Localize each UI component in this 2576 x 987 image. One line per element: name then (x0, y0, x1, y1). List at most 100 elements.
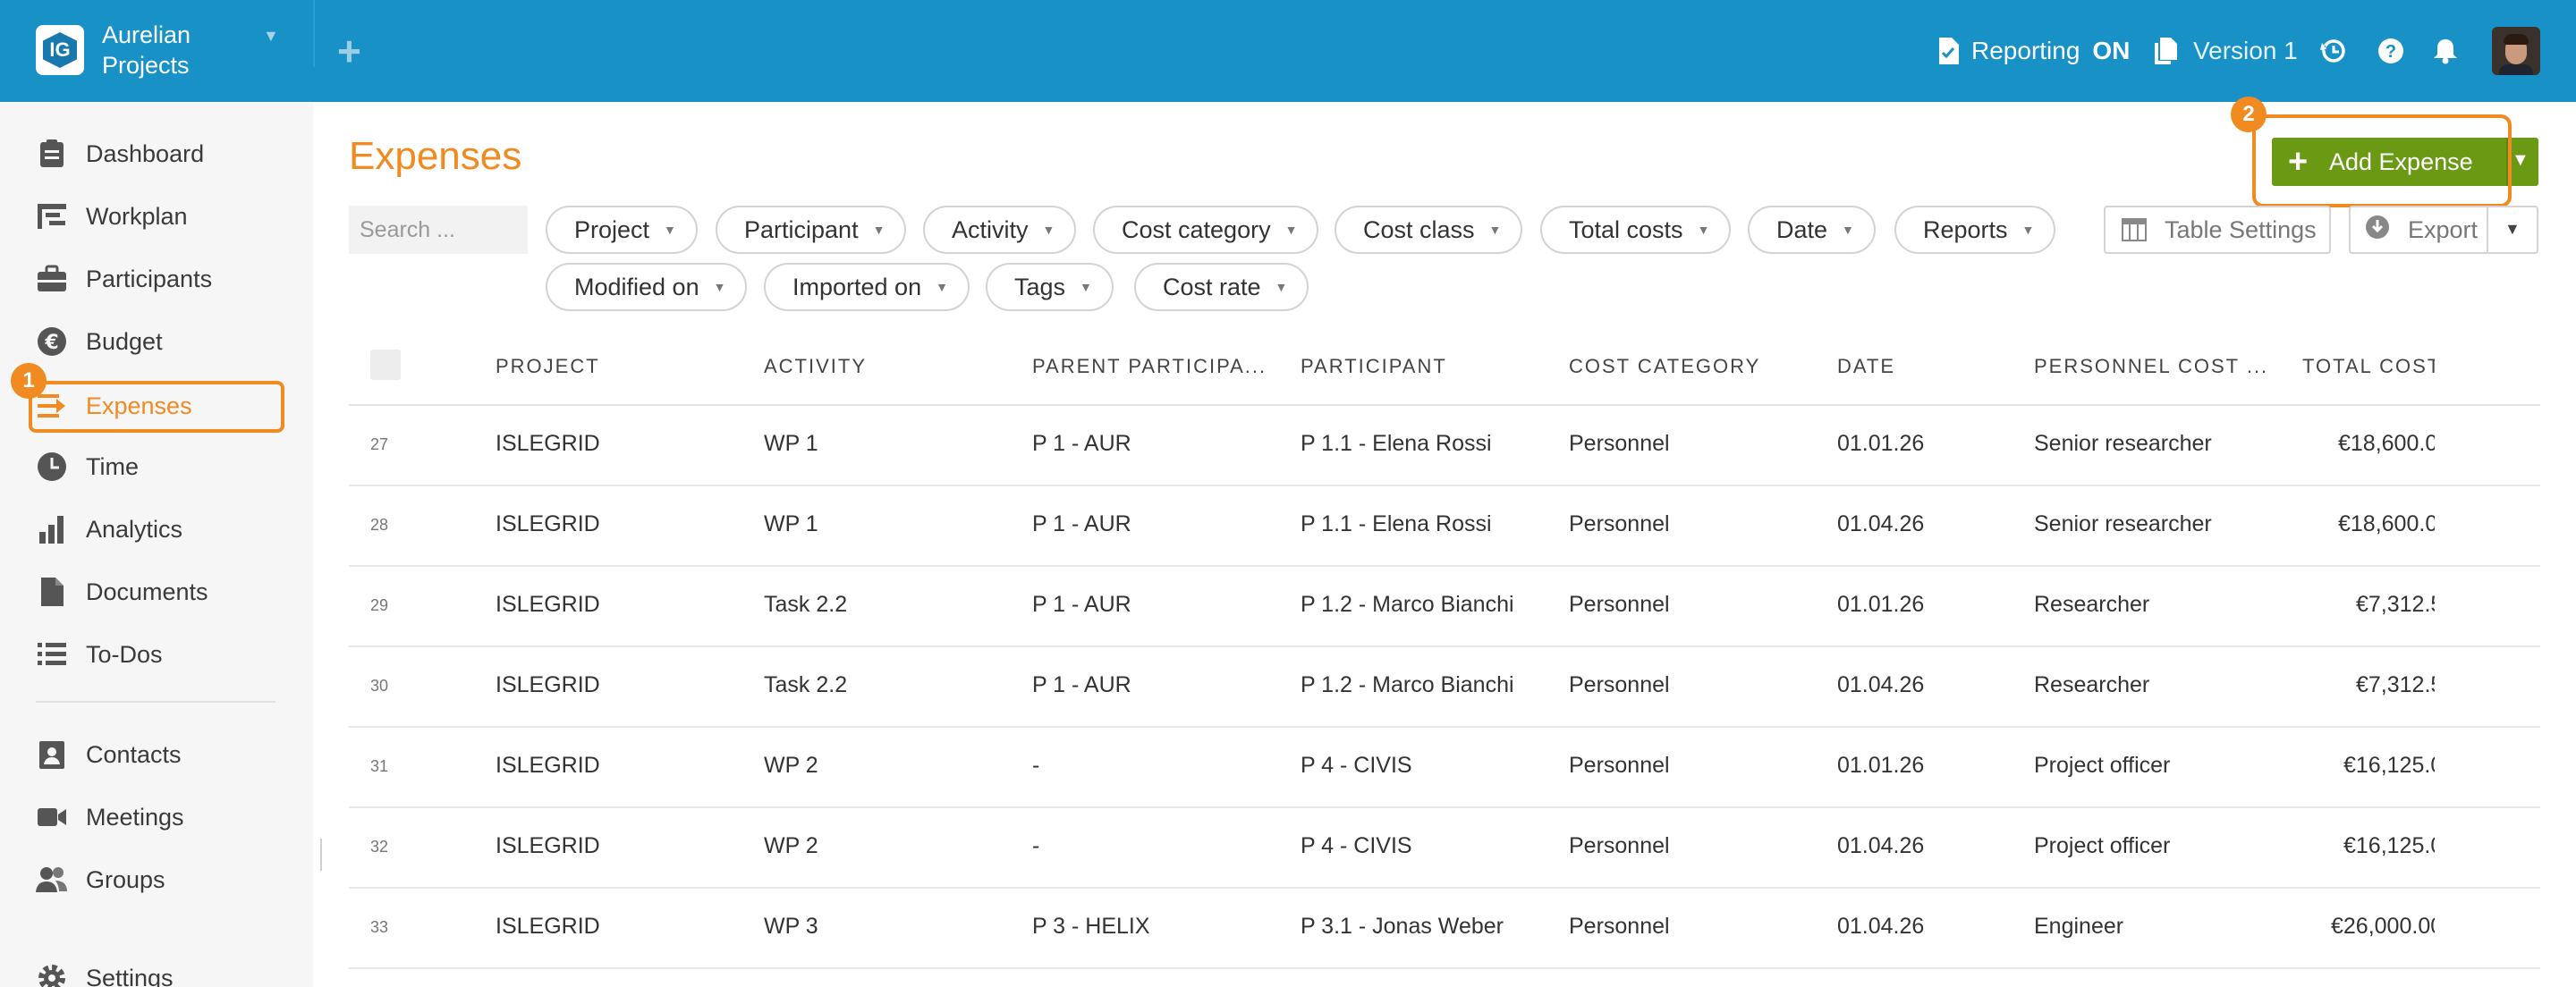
document-copy-icon (2155, 38, 2177, 64)
table-row[interactable]: 30 ISLEGRID Task 2.2 P 1 - AUR P 1.2 - M… (349, 647, 2435, 728)
table-row[interactable]: 32 ISLEGRID WP 2 - P 4 - CIVIS Personnel… (349, 808, 2435, 889)
table-row[interactable]: 28 ISLEGRID WP 1 P 1 - AUR P 1.1 - Elena… (349, 486, 2435, 567)
filter-project[interactable]: Project ▼ (546, 206, 698, 254)
sidebar-item-budget[interactable]: € Budget (36, 322, 163, 361)
caret-down-icon: ▼ (1275, 280, 1288, 294)
caret-down-icon: ▼ (1080, 280, 1092, 294)
filter-tags[interactable]: Tags ▼ (986, 263, 1114, 311)
cell-total-costs: €16,125.00 (2343, 833, 2435, 858)
chevron-down-icon[interactable]: ▼ (2504, 220, 2521, 238)
sidebar-item-analytics[interactable]: Analytics (36, 510, 182, 549)
add-expense-button[interactable]: + Add Expense ▼ (2272, 138, 2538, 186)
cell-cost-category: Personnel (1569, 753, 1670, 778)
sidebar-item-label: To-Dos (86, 640, 163, 668)
cell-participant: P 1.2 - Marco Bianchi (1301, 592, 1514, 617)
table-header-filler (2435, 331, 2540, 406)
notifications-button[interactable] (2433, 0, 2458, 102)
cell-parent-participant: - (1032, 753, 1040, 778)
table-viewport: PROJECT ACTIVITY PARENT PARTICIPA... PAR… (349, 331, 2435, 987)
org-logo[interactable]: IG (36, 25, 84, 75)
chevron-down-icon[interactable]: ▼ (263, 27, 279, 45)
reporting-state: ON (2092, 37, 2131, 64)
cell-project: ISLEGRID (496, 833, 600, 858)
history-button[interactable] (2320, 0, 2347, 102)
caret-down-icon: ▼ (1488, 223, 1502, 237)
budget-icon: € (36, 325, 68, 358)
plus-icon: + (2288, 143, 2309, 181)
caret-down-icon: ▼ (713, 280, 726, 294)
column-header-activity[interactable]: ACTIVITY (764, 355, 868, 377)
cell-activity: WP 2 (764, 833, 818, 858)
search-input[interactable] (349, 206, 528, 254)
column-header-cost-category[interactable]: COST CATEGORY (1569, 355, 1761, 377)
table-row[interactable]: 27 ISLEGRID WP 1 P 1 - AUR P 1.1 - Elena… (349, 406, 2435, 486)
cell-parent-participant: - (1032, 833, 1040, 858)
report-check-icon (1939, 38, 1959, 64)
cell-personnel-cost: Project officer (2034, 833, 2171, 858)
column-header-personnel-cost[interactable]: PERSONNEL COST ... (2034, 355, 2269, 377)
filter-imported-on[interactable]: Imported on ▼ (764, 263, 970, 311)
sidebar-item-documents[interactable]: Documents (36, 572, 208, 612)
chevron-down-icon[interactable]: ▼ (2512, 150, 2529, 170)
plus-icon[interactable]: + (337, 28, 361, 74)
expenses-icon (36, 390, 68, 422)
filter-reports[interactable]: Reports ▼ (1894, 206, 2056, 254)
sidebar-item-dashboard[interactable]: Dashboard (36, 134, 204, 173)
download-icon (2365, 215, 2390, 246)
avatar[interactable] (2492, 27, 2540, 75)
column-header-project[interactable]: PROJECT (496, 355, 600, 377)
caret-down-icon: ▼ (1842, 223, 1854, 237)
table-row[interactable]: 33 ISLEGRID WP 3 P 3 - HELIX P 3.1 - Jon… (349, 889, 2435, 969)
sidebar-item-expenses[interactable]: Expenses (36, 386, 192, 426)
help-button[interactable]: ? (2377, 0, 2404, 102)
cell-cost-category: Personnel (1569, 833, 1670, 858)
filter-modified-on[interactable]: Modified on ▼ (546, 263, 748, 311)
filter-cost-class[interactable]: Cost class ▼ (1335, 206, 1523, 254)
org-name[interactable]: Aurelian Projects (102, 21, 191, 79)
caret-down-icon: ▼ (936, 280, 948, 294)
table-row[interactable]: 29 ISLEGRID Task 2.2 P 1 - AUR P 1.2 - M… (349, 567, 2435, 647)
column-header-participant[interactable]: PARTICIPANT (1301, 355, 1447, 377)
sidebar-item-label: Expenses (86, 392, 192, 419)
cell-parent-participant: P 1 - AUR (1032, 672, 1131, 697)
sidebar-item-meetings[interactable]: Meetings (36, 797, 184, 837)
column-header-date[interactable]: DATE (1837, 355, 1896, 377)
row-number: 30 (370, 677, 389, 695)
row-number: 29 (370, 596, 389, 614)
table-settings-button[interactable]: Table Settings (2104, 206, 2331, 254)
sidebar-item-groups[interactable]: Groups (36, 860, 165, 899)
filter-participant[interactable]: Participant ▼ (716, 206, 907, 254)
svg-text:€: € (44, 332, 58, 354)
sidebar-item-workplan[interactable]: Workplan (36, 197, 188, 236)
reporting-toggle[interactable]: Reporting ON (1937, 0, 2130, 102)
sidebar-item-label: Workplan (86, 202, 188, 230)
cell-project: ISLEGRID (496, 511, 600, 536)
cell-date: 01.04.26 (1837, 914, 1925, 939)
column-header-total-costs[interactable]: TOTAL COSTS (2302, 355, 2435, 377)
select-all-checkbox[interactable] (370, 350, 401, 380)
sidebar-item-time[interactable]: Time (36, 447, 139, 486)
caret-down-icon: ▼ (1042, 223, 1055, 237)
cell-personnel-cost: Engineer (2034, 914, 2124, 939)
sidebar-item-settings[interactable]: Settings (36, 958, 174, 987)
cell-activity: Task 2.2 (764, 592, 848, 617)
sidebar-item-contacts[interactable]: Contacts (36, 735, 182, 774)
cell-cost-category: Personnel (1569, 511, 1670, 536)
annotation-badge-1: 1 (11, 363, 47, 399)
filter-activity[interactable]: Activity ▼ (923, 206, 1077, 254)
cell-total-costs: €18,600.00 (2338, 431, 2435, 456)
clock-icon (36, 451, 68, 483)
filter-date[interactable]: Date ▼ (1748, 206, 1876, 254)
sidebar-resize-handle[interactable] (320, 839, 322, 871)
export-button[interactable]: Export ▼ (2349, 206, 2538, 254)
column-header-parent-participant[interactable]: PARENT PARTICIPA... (1032, 355, 1267, 377)
version-selector[interactable]: Version 1 (2154, 0, 2298, 102)
sidebar-item-label: Documents (86, 578, 208, 605)
cell-parent-participant: P 1 - AUR (1032, 431, 1131, 456)
sidebar-item-todos[interactable]: To-Dos (36, 635, 163, 674)
filter-cost-rate[interactable]: Cost rate ▼ (1134, 263, 1309, 311)
table-row[interactable]: 31 ISLEGRID WP 2 - P 4 - CIVIS Personnel… (349, 728, 2435, 808)
filter-total-costs[interactable]: Total costs ▼ (1540, 206, 1732, 254)
filter-cost-category[interactable]: Cost category ▼ (1093, 206, 1319, 254)
sidebar-item-participants[interactable]: Participants (36, 259, 212, 299)
